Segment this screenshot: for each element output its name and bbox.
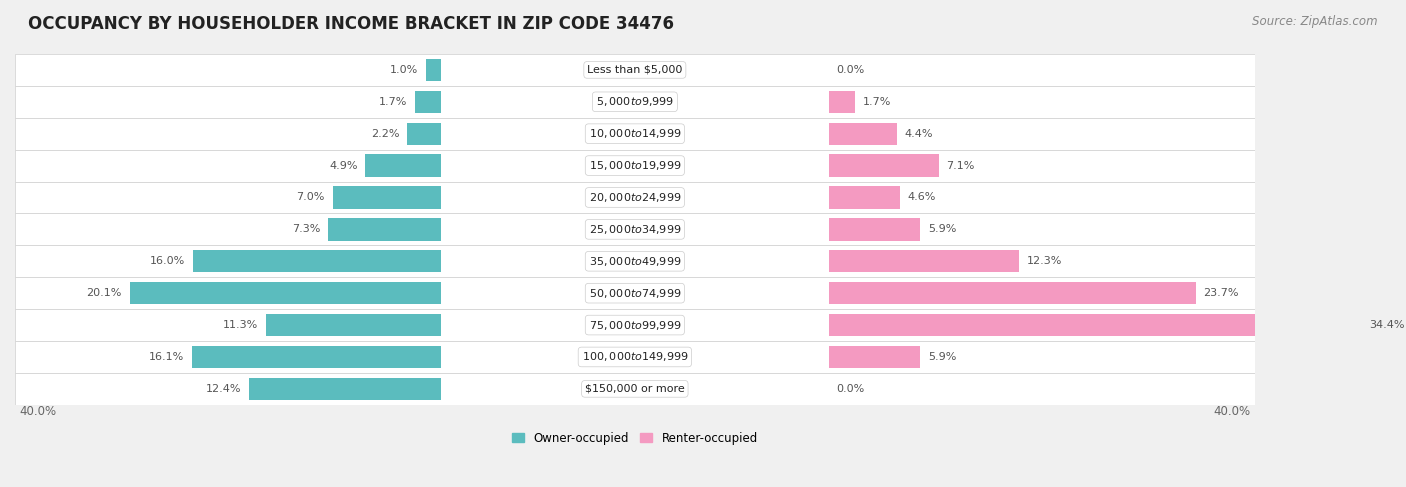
Text: $15,000 to $19,999: $15,000 to $19,999: [589, 159, 681, 172]
Text: 12.3%: 12.3%: [1026, 256, 1063, 266]
Text: Source: ZipAtlas.com: Source: ZipAtlas.com: [1253, 15, 1378, 28]
Bar: [828, 250, 1019, 272]
Text: 16.1%: 16.1%: [149, 352, 184, 362]
Text: 4.6%: 4.6%: [908, 192, 936, 203]
Bar: [415, 91, 441, 113]
Text: 1.0%: 1.0%: [389, 65, 418, 75]
Text: 23.7%: 23.7%: [1204, 288, 1239, 298]
Text: 12.4%: 12.4%: [205, 384, 242, 394]
Bar: [426, 59, 441, 81]
Text: 11.3%: 11.3%: [224, 320, 259, 330]
Bar: [828, 282, 1197, 304]
Bar: [15, 86, 1254, 118]
Bar: [15, 277, 1254, 309]
Bar: [828, 123, 897, 145]
Bar: [333, 187, 441, 208]
Bar: [15, 373, 1254, 405]
Text: 7.0%: 7.0%: [297, 192, 325, 203]
Bar: [828, 346, 920, 368]
Bar: [828, 91, 855, 113]
Text: 2.2%: 2.2%: [371, 129, 399, 139]
Text: $5,000 to $9,999: $5,000 to $9,999: [596, 95, 673, 108]
Text: 0.0%: 0.0%: [837, 384, 865, 394]
Text: 4.9%: 4.9%: [329, 161, 357, 170]
Bar: [15, 341, 1254, 373]
Text: 40.0%: 40.0%: [20, 405, 56, 418]
Text: 7.1%: 7.1%: [946, 161, 974, 170]
Text: $75,000 to $99,999: $75,000 to $99,999: [589, 318, 681, 332]
Text: $10,000 to $14,999: $10,000 to $14,999: [589, 127, 681, 140]
Bar: [15, 118, 1254, 150]
Text: $20,000 to $24,999: $20,000 to $24,999: [589, 191, 681, 204]
Bar: [15, 182, 1254, 213]
Bar: [15, 54, 1254, 86]
Text: $150,000 or more: $150,000 or more: [585, 384, 685, 394]
Text: $50,000 to $74,999: $50,000 to $74,999: [589, 287, 681, 300]
Bar: [129, 282, 441, 304]
Bar: [828, 314, 1361, 336]
Bar: [408, 123, 441, 145]
Text: 0.0%: 0.0%: [837, 65, 865, 75]
Text: 5.9%: 5.9%: [928, 225, 956, 234]
Text: 1.7%: 1.7%: [863, 97, 891, 107]
Bar: [266, 314, 441, 336]
Text: $35,000 to $49,999: $35,000 to $49,999: [589, 255, 681, 268]
Text: Less than $5,000: Less than $5,000: [588, 65, 682, 75]
Bar: [15, 150, 1254, 182]
Bar: [828, 218, 920, 241]
Legend: Owner-occupied, Renter-occupied: Owner-occupied, Renter-occupied: [512, 431, 758, 445]
Text: 1.7%: 1.7%: [378, 97, 408, 107]
Text: 4.4%: 4.4%: [904, 129, 934, 139]
Text: $25,000 to $34,999: $25,000 to $34,999: [589, 223, 681, 236]
Bar: [828, 187, 900, 208]
Bar: [15, 245, 1254, 277]
Bar: [191, 346, 441, 368]
Text: OCCUPANCY BY HOUSEHOLDER INCOME BRACKET IN ZIP CODE 34476: OCCUPANCY BY HOUSEHOLDER INCOME BRACKET …: [28, 15, 673, 33]
Text: $100,000 to $149,999: $100,000 to $149,999: [582, 351, 688, 363]
Bar: [366, 154, 441, 177]
Bar: [828, 154, 939, 177]
Text: 20.1%: 20.1%: [87, 288, 122, 298]
Bar: [249, 378, 441, 400]
Bar: [15, 213, 1254, 245]
Text: 7.3%: 7.3%: [292, 225, 321, 234]
Text: 5.9%: 5.9%: [928, 352, 956, 362]
Text: 16.0%: 16.0%: [150, 256, 186, 266]
Text: 34.4%: 34.4%: [1369, 320, 1405, 330]
Bar: [15, 309, 1254, 341]
Bar: [328, 218, 441, 241]
Bar: [193, 250, 441, 272]
Text: 40.0%: 40.0%: [1213, 405, 1250, 418]
